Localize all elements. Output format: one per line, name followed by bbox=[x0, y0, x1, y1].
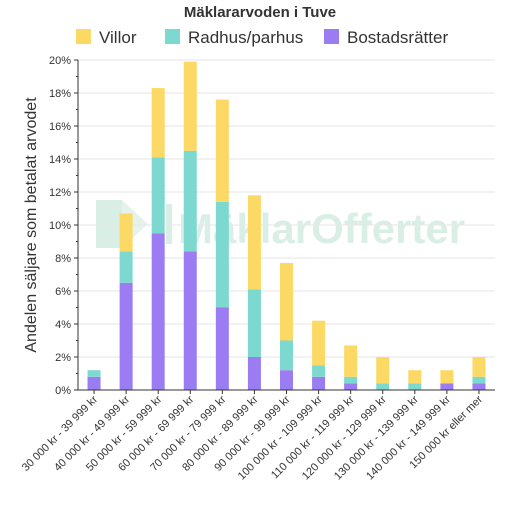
y-tick-label: 20% bbox=[49, 55, 71, 67]
y-tick-label: 4% bbox=[55, 319, 71, 331]
bar-segment[interactable] bbox=[119, 251, 133, 283]
y-axis-label: Andelen säljare som betalat arvodet bbox=[23, 97, 40, 353]
bar-segment[interactable] bbox=[151, 233, 165, 390]
bar-segment[interactable] bbox=[215, 307, 229, 391]
bar-segment[interactable] bbox=[151, 157, 165, 234]
bar-segment[interactable] bbox=[376, 383, 390, 390]
axes bbox=[74, 59, 495, 394]
bar-segment[interactable] bbox=[312, 376, 326, 390]
bar-segment[interactable] bbox=[183, 61, 197, 151]
bar-segment[interactable] bbox=[376, 357, 390, 384]
legend-label: Radhus/parhus bbox=[188, 28, 303, 47]
y-tick-label: 14% bbox=[49, 154, 71, 166]
bar-segment[interactable] bbox=[440, 370, 454, 384]
bar-segment[interactable] bbox=[215, 201, 229, 308]
chart-legend: Villor Radhus/parhus Bostadsrätter bbox=[76, 28, 448, 47]
bar-segment[interactable] bbox=[183, 251, 197, 390]
bar-segment[interactable] bbox=[280, 370, 293, 390]
watermark: MäklarOfferter bbox=[96, 200, 465, 252]
chart-title: Mäklararvoden i Tuve bbox=[184, 4, 336, 21]
bar-segment[interactable] bbox=[472, 383, 486, 390]
bar-segment[interactable] bbox=[344, 345, 358, 377]
legend-swatch bbox=[165, 29, 180, 44]
bar-segment[interactable] bbox=[280, 262, 293, 341]
y-tick-label: 18% bbox=[49, 88, 71, 100]
bar-segment[interactable] bbox=[408, 383, 422, 390]
legend-label: Villor bbox=[99, 28, 137, 47]
bar-segment[interactable] bbox=[247, 195, 261, 290]
y-tick-label: 12% bbox=[49, 187, 71, 199]
bar-segment[interactable] bbox=[312, 320, 326, 366]
bar-segment[interactable] bbox=[472, 376, 486, 384]
bar-segment[interactable] bbox=[344, 383, 358, 390]
legend-label: Bostadsrätter bbox=[347, 28, 448, 47]
y-tick-label: 0% bbox=[55, 385, 71, 397]
bar-segment[interactable] bbox=[440, 383, 454, 390]
legend-item[interactable]: Radhus/parhus bbox=[165, 28, 303, 47]
bar-segment[interactable] bbox=[280, 340, 293, 371]
bar-segment[interactable] bbox=[344, 376, 358, 384]
bar-segment[interactable] bbox=[119, 282, 133, 390]
y-tick-label: 6% bbox=[55, 286, 71, 298]
bar-segment[interactable] bbox=[119, 213, 133, 252]
bar-segment[interactable] bbox=[87, 370, 101, 377]
y-tick-label: 16% bbox=[49, 121, 71, 133]
bar-segment[interactable] bbox=[183, 150, 197, 252]
bar-segment[interactable] bbox=[472, 357, 486, 377]
bar-segment[interactable] bbox=[151, 88, 165, 158]
legend-swatch bbox=[76, 29, 91, 44]
bar-segment[interactable] bbox=[247, 357, 261, 390]
legend-item[interactable]: Bostadsrätter bbox=[324, 28, 448, 47]
legend-item[interactable]: Villor bbox=[76, 28, 137, 47]
y-tick-label: 2% bbox=[55, 352, 71, 364]
y-tick-label: 10% bbox=[49, 220, 71, 232]
bar-segment[interactable] bbox=[312, 365, 326, 377]
bar-segment[interactable] bbox=[247, 289, 261, 357]
y-tick-labels: 0% 2% 4% 6% 8% 10% 12% 14% 16% 18% 20% bbox=[49, 55, 71, 397]
bar-segment[interactable] bbox=[215, 99, 229, 202]
bar-segment[interactable] bbox=[408, 370, 422, 384]
bars bbox=[87, 61, 486, 391]
bar-segment[interactable] bbox=[87, 376, 101, 390]
y-tick-label: 8% bbox=[55, 253, 71, 265]
legend-swatch bbox=[324, 29, 339, 44]
